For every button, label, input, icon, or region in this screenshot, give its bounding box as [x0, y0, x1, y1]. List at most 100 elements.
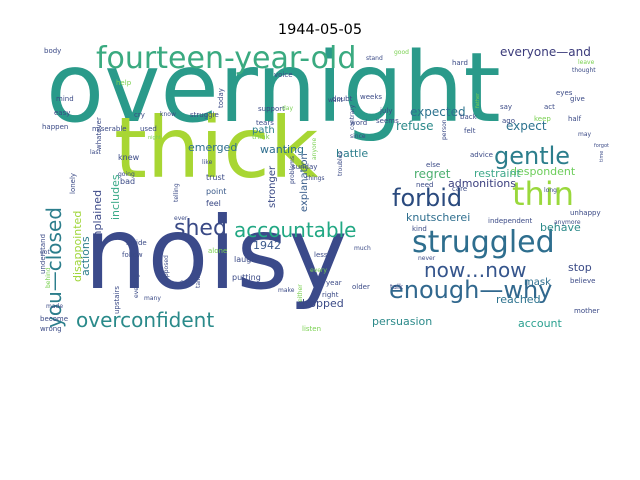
word: night: [148, 135, 161, 141]
word: noisy: [84, 195, 348, 312]
word: stronger: [267, 165, 278, 208]
word: expected: [410, 105, 466, 119]
word: point: [206, 187, 227, 196]
word: less: [314, 251, 328, 259]
word: alone: [208, 247, 228, 255]
word: july: [380, 107, 393, 115]
word: forgot: [594, 143, 609, 149]
word: mother: [574, 307, 600, 315]
word: mind: [56, 95, 74, 103]
word: need: [416, 181, 434, 189]
word: talk: [390, 283, 404, 291]
word: laugh: [234, 255, 257, 264]
word: father: [475, 92, 481, 108]
word: seems: [376, 117, 399, 125]
word: weeks: [360, 93, 383, 101]
word: struggled: [412, 225, 555, 260]
word: voice: [274, 71, 293, 79]
word: right: [322, 291, 339, 299]
word: knew: [118, 153, 140, 162]
word: miserable: [92, 125, 127, 133]
word: reached: [496, 293, 541, 306]
word: contrary: [349, 104, 356, 130]
word: 1942: [253, 239, 281, 252]
word: kind: [412, 225, 427, 233]
word: else: [426, 161, 441, 169]
word: upstairs: [113, 285, 121, 314]
word: actions: [79, 236, 92, 276]
word: care: [452, 185, 468, 193]
word: restraint: [474, 167, 521, 180]
word: today: [217, 88, 225, 108]
word: mask: [524, 277, 551, 288]
word: shed: [174, 216, 227, 241]
word: believe: [570, 277, 596, 285]
word: older: [352, 283, 370, 291]
word: think: [252, 133, 270, 141]
word: supposed: [163, 255, 170, 284]
word: complained: [91, 189, 104, 254]
word: refuse: [396, 119, 434, 133]
word: gentle: [494, 142, 571, 170]
word: word: [350, 119, 368, 127]
word: telling: [173, 183, 180, 202]
word: advice: [470, 151, 493, 159]
word: putting: [232, 273, 261, 282]
word: make: [278, 287, 295, 294]
word: ears: [180, 279, 193, 286]
word: ever: [174, 215, 188, 222]
word: keep: [534, 115, 551, 123]
word: happen: [42, 123, 69, 131]
word: path: [252, 125, 275, 136]
word: now…now: [424, 258, 527, 282]
word: feel: [206, 199, 221, 208]
word: want: [328, 97, 343, 104]
word: since: [350, 133, 366, 140]
word: inside: [126, 239, 147, 247]
word: emerged: [188, 141, 238, 154]
word: time: [599, 150, 605, 162]
word: know: [160, 111, 176, 118]
word: good: [394, 49, 409, 56]
word: tears: [256, 119, 274, 127]
word: behind: [45, 267, 52, 288]
word: back: [460, 113, 477, 121]
word: sunday: [292, 163, 318, 171]
word: thought: [572, 67, 596, 74]
word: stand: [366, 55, 383, 62]
word: last: [90, 149, 101, 156]
word: despondent: [510, 165, 576, 178]
word: long: [544, 187, 557, 194]
word: made: [46, 303, 64, 310]
word: anyone: [311, 137, 318, 160]
word: follow: [122, 251, 143, 259]
word: got: [40, 249, 50, 256]
word: struggle: [190, 111, 219, 119]
word: troubles: [337, 151, 344, 176]
word: enough—why: [389, 276, 553, 304]
word: independent: [488, 217, 533, 225]
word: forbid: [392, 184, 463, 212]
word: act: [544, 103, 555, 111]
word: admonitions: [448, 177, 516, 190]
word: evening: [133, 273, 140, 298]
word: unhappy: [570, 209, 601, 217]
word: help: [116, 79, 132, 87]
word: every: [310, 267, 327, 274]
word: trust: [206, 173, 225, 182]
word: person: [441, 119, 448, 140]
word: talking: [195, 267, 202, 288]
word: everyone—and: [500, 45, 591, 59]
word: cry: [134, 111, 145, 119]
word: overconfident: [76, 308, 215, 332]
word: give: [570, 95, 585, 103]
word: ago: [502, 117, 516, 125]
word: eyes: [556, 89, 573, 97]
word: anymore: [554, 219, 581, 226]
word: either: [297, 284, 304, 302]
word: wanting: [260, 143, 305, 156]
word: used: [140, 125, 157, 133]
word: listen: [302, 325, 322, 333]
word: like: [202, 159, 213, 166]
word: going: [118, 171, 135, 178]
